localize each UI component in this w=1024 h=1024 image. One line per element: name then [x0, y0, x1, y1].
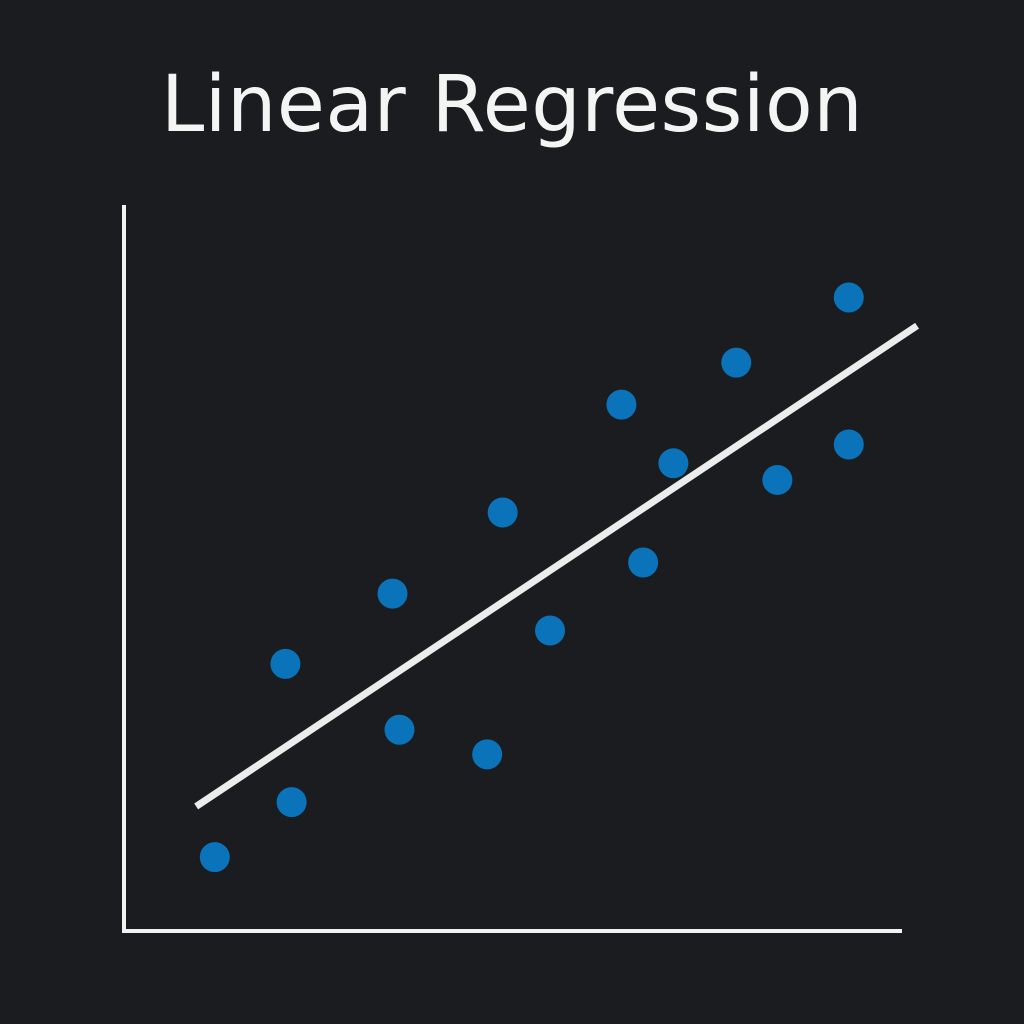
data-point-3 — [270, 648, 301, 679]
data-point-14 — [833, 429, 864, 460]
data-point-12 — [721, 347, 752, 378]
data-point-9 — [628, 547, 659, 578]
chart-axes — [122, 205, 902, 933]
data-point-11 — [658, 448, 689, 479]
data-point-2 — [276, 787, 307, 818]
data-point-10 — [606, 389, 637, 420]
regression-line — [194, 322, 920, 810]
data-point-8 — [535, 615, 566, 646]
data-point-7 — [487, 497, 518, 528]
data-points-layer — [199, 282, 864, 873]
data-point-6 — [472, 739, 503, 770]
data-point-13 — [762, 464, 793, 495]
data-point-4 — [377, 578, 408, 609]
data-point-1 — [199, 842, 230, 873]
chart-title: Linear Regression — [160, 60, 864, 150]
data-point-5 — [384, 714, 415, 745]
regression-line-layer — [194, 322, 920, 810]
data-point-15 — [833, 282, 864, 313]
